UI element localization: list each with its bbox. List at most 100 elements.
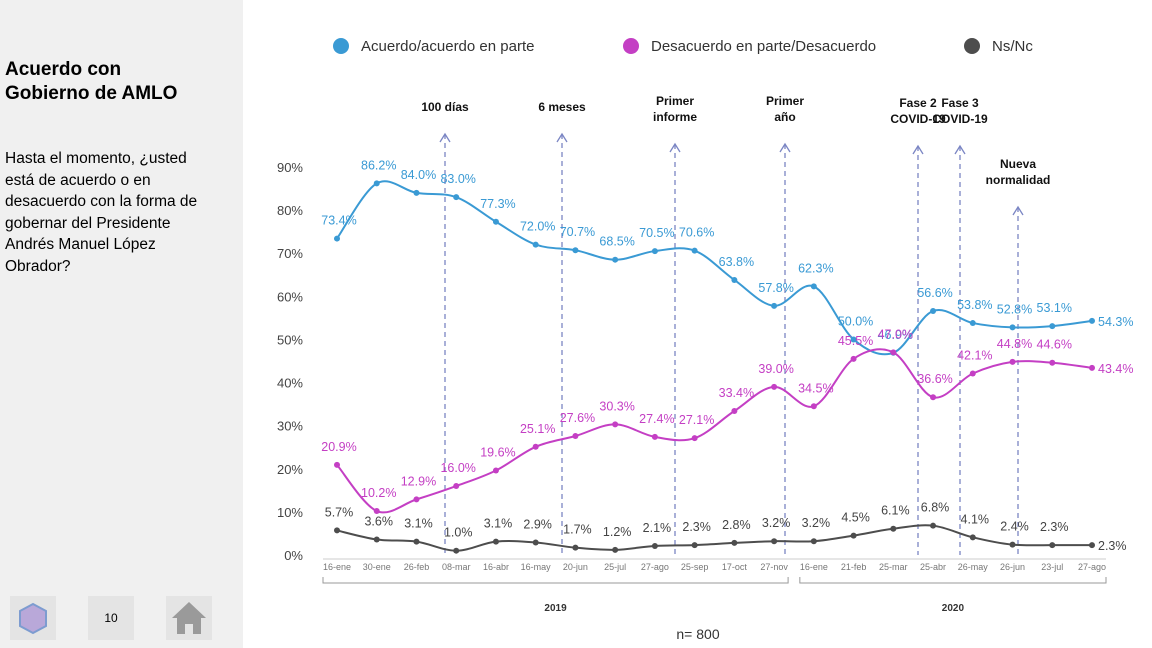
data-point xyxy=(453,483,460,490)
data-point xyxy=(453,194,460,201)
x-tick-label: 27-ago xyxy=(1078,562,1106,572)
x-tick-label: 25-mar xyxy=(879,562,908,572)
data-label: 47.0% xyxy=(878,327,913,341)
x-tick-label: 27-ago xyxy=(641,562,669,572)
data-point xyxy=(1089,317,1095,324)
data-label: 5.7% xyxy=(325,505,354,519)
data-label: 27.4% xyxy=(639,412,674,426)
data-label: 20.9% xyxy=(321,440,356,454)
event-label: Primer xyxy=(766,94,804,108)
data-label: 12.9% xyxy=(401,474,436,488)
data-label: 2.3% xyxy=(1098,539,1127,553)
event-label: Fase 2 xyxy=(899,96,937,110)
data-point xyxy=(930,394,937,401)
data-point xyxy=(334,235,340,242)
data-label: 70.5% xyxy=(639,226,674,240)
legend-label: Desacuerdo en parte/Desacuerdo xyxy=(651,38,876,55)
sample-note: n= 800 xyxy=(676,626,719,642)
data-point xyxy=(492,538,499,545)
data-label: 44.8% xyxy=(997,337,1032,351)
x-tick-label: 26-jun xyxy=(1000,562,1025,572)
y-tick-label: 90% xyxy=(277,160,303,175)
data-point xyxy=(1089,542,1095,549)
x-tick-label: 25-abr xyxy=(920,562,946,572)
y-tick-label: 80% xyxy=(277,203,303,218)
data-label: 2.4% xyxy=(1000,520,1029,534)
series-line xyxy=(336,180,1093,356)
data-label: 50.0% xyxy=(838,314,873,328)
legend-label: Ns/Nc xyxy=(992,38,1033,55)
data-point xyxy=(691,435,698,442)
data-label: 72.0% xyxy=(520,220,555,234)
data-point xyxy=(413,496,420,503)
data-label: 1.0% xyxy=(444,526,473,540)
page-number: 10 xyxy=(88,596,134,640)
event-label: año xyxy=(774,110,795,124)
data-label: 52.8% xyxy=(997,302,1032,316)
data-point xyxy=(1009,324,1016,331)
data-label: 68.5% xyxy=(599,235,634,249)
data-label: 3.6% xyxy=(364,514,393,528)
data-point xyxy=(771,383,778,390)
chart: 0% 10% 20% 30% 40% 50% 60% 70% 80% 90% 16-ene 30-en… xyxy=(277,38,1133,642)
event-label: 6 meses xyxy=(538,100,586,114)
home-button[interactable] xyxy=(166,596,212,640)
x-tick-label: 30-ene xyxy=(363,562,391,572)
period-label: 2020 xyxy=(942,603,965,614)
data-label: 6.1% xyxy=(881,504,910,518)
data-label: 45.5% xyxy=(838,334,873,348)
data-point xyxy=(850,336,857,343)
data-point xyxy=(771,302,778,309)
data-point xyxy=(334,527,340,534)
data-label: 86.2% xyxy=(361,158,396,172)
data-point xyxy=(969,370,976,377)
data-label: 4.1% xyxy=(961,512,990,526)
x-tick-label: 27-nov xyxy=(760,562,788,572)
data-label: 63.8% xyxy=(719,255,754,269)
series-line xyxy=(336,524,1093,552)
question: Hasta el momento, ¿usted está de acuerdo… xyxy=(5,150,198,275)
data-point xyxy=(612,256,619,263)
data-point xyxy=(532,539,539,546)
data-point xyxy=(1009,541,1016,548)
data-point xyxy=(651,542,658,549)
x-tick-label: 08-mar xyxy=(442,562,471,572)
event-label: Nueva xyxy=(1000,157,1036,171)
data-label: 46.9% xyxy=(878,328,913,342)
data-point xyxy=(969,320,976,327)
x-tick-label: 25-jul xyxy=(604,562,626,572)
data-label: 70.7% xyxy=(560,225,595,239)
data-label: 77.3% xyxy=(480,197,515,211)
data-point xyxy=(930,307,937,314)
y-tick-label: 50% xyxy=(277,332,303,347)
period-bracket xyxy=(322,577,789,584)
data-label: 62.3% xyxy=(798,261,833,275)
data-label: 6.8% xyxy=(921,501,950,515)
x-tick-label: 16-abr xyxy=(483,562,509,572)
data-point xyxy=(1049,359,1056,366)
data-point xyxy=(572,544,579,551)
data-label: 3.1% xyxy=(484,517,513,531)
event-arrow xyxy=(669,142,681,153)
data-point xyxy=(890,525,897,532)
data-label: 1.2% xyxy=(603,525,632,539)
data-point xyxy=(930,522,937,529)
data-label: 27.1% xyxy=(679,413,714,427)
data-label: 2.1% xyxy=(643,521,672,535)
data-point xyxy=(731,539,738,546)
data-label: 33.4% xyxy=(719,386,754,400)
data-point xyxy=(492,467,499,474)
event-label: normalidad xyxy=(986,173,1051,187)
period-bracket xyxy=(799,577,1107,584)
data-point xyxy=(373,536,380,543)
data-point xyxy=(1089,364,1095,371)
event-label: COVID-19 xyxy=(932,112,988,126)
data-point xyxy=(492,218,499,225)
data-label: 42.1% xyxy=(957,349,992,363)
data-label: 2.9% xyxy=(523,517,552,531)
y-tick-label: 20% xyxy=(277,462,303,477)
event-label: Primer xyxy=(656,94,694,108)
data-label: 54.3% xyxy=(1098,315,1133,329)
y-tick-label: 40% xyxy=(277,376,303,391)
data-point xyxy=(890,349,897,356)
